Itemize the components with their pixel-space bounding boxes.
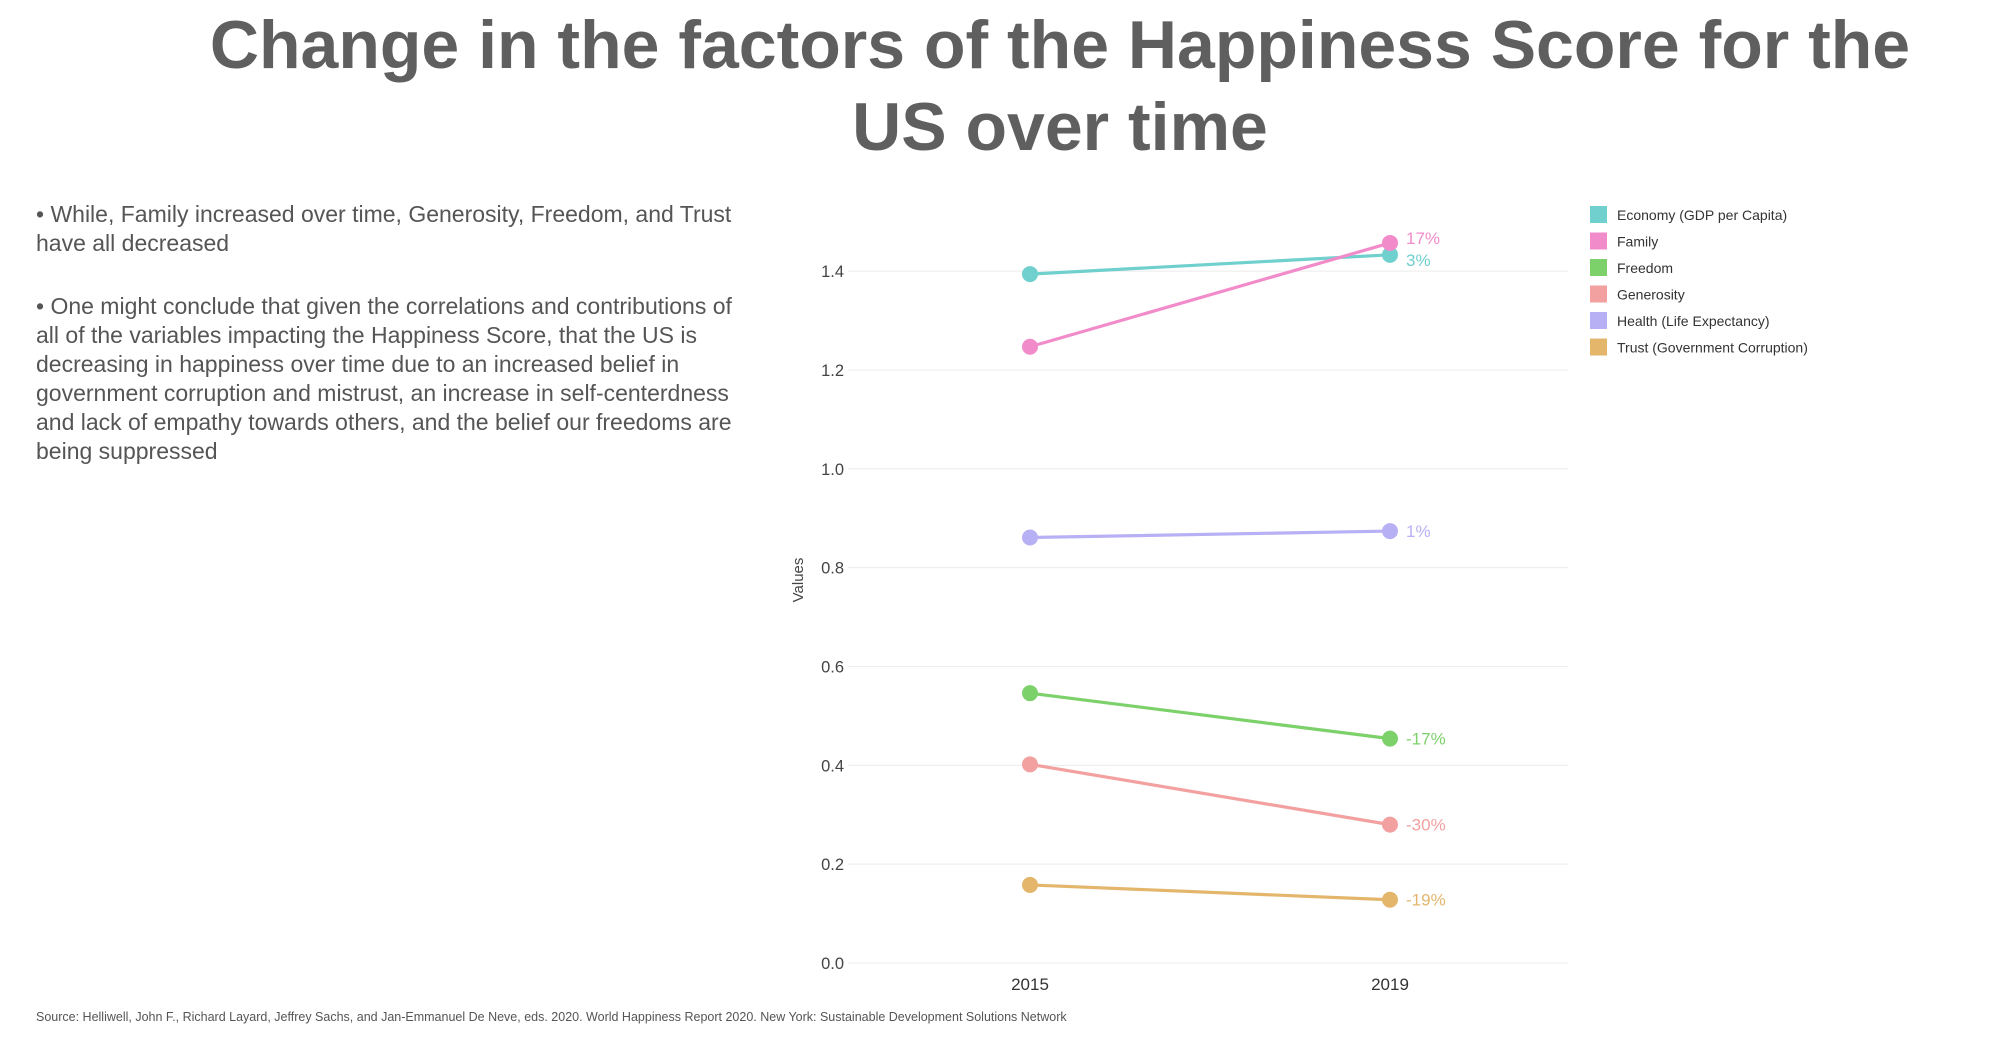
page-title-line1: Change in the factors of the Happiness S… — [209, 7, 1911, 83]
data-point — [1022, 876, 1038, 893]
legend-item: Trust (Government Corruption) — [1590, 338, 1808, 356]
series-line — [1028, 253, 1392, 276]
series-group: -19% — [1022, 876, 1446, 910]
series-group: 17% — [1022, 229, 1440, 355]
series-group: -17% — [1022, 685, 1446, 749]
series-line — [1028, 241, 1392, 349]
data-point — [1022, 338, 1038, 355]
series-group: 3% — [1022, 246, 1431, 283]
legend-label: Trust (Government Corruption) — [1617, 340, 1808, 356]
legend-label: Generosity — [1617, 287, 1685, 303]
legend-swatch — [1590, 206, 1607, 223]
bullet-item: • While, Family increased over time, Gen… — [36, 201, 732, 256]
change-label: -30% — [1406, 816, 1446, 835]
series-line — [1028, 883, 1392, 902]
legend-label: Health (Life Expectancy) — [1617, 313, 1770, 329]
legend-item: Health (Life Expectancy) — [1590, 312, 1770, 329]
y-tick-label: 1.4 — [821, 263, 844, 281]
legend: Economy (GDP per Capita) Family Freedom Gen… — [1590, 206, 1808, 356]
legend-swatch — [1590, 285, 1607, 303]
series-group: -30% — [1022, 756, 1446, 835]
data-point — [1022, 529, 1038, 546]
y-tick-label: 0.6 — [821, 658, 844, 676]
data-point — [1022, 756, 1038, 773]
legend-swatch — [1590, 259, 1607, 276]
source-citation: Source: Helliwell, John F., Richard Laya… — [36, 1010, 1067, 1024]
legend-item: Family — [1590, 232, 1658, 250]
legend-swatch — [1590, 338, 1607, 356]
page-title-line2: US over time — [852, 89, 1268, 165]
data-point — [1382, 523, 1398, 540]
y-tick-label: 1.2 — [821, 362, 844, 380]
y-tick-label: 0.0 — [821, 955, 844, 973]
legend-swatch — [1590, 232, 1607, 250]
bullet-list: • While, Family increased over time, Gen… — [36, 200, 736, 500]
y-tick-label: 1.0 — [821, 461, 844, 479]
y-tick-label: 0.4 — [821, 757, 844, 775]
series-line — [1028, 529, 1392, 540]
y-axis-label: Values — [790, 558, 807, 603]
change-label: -19% — [1406, 891, 1446, 910]
legend-item: Generosity — [1590, 285, 1685, 303]
change-label: 17% — [1406, 229, 1440, 248]
data-point — [1022, 685, 1038, 702]
series-line — [1028, 691, 1392, 741]
data-point — [1382, 816, 1398, 833]
legend-item: Freedom — [1590, 259, 1673, 276]
y-tick-label: 0.8 — [821, 560, 844, 578]
data-point — [1382, 730, 1398, 747]
change-label: 3% — [1406, 251, 1431, 270]
change-label: 1% — [1406, 522, 1431, 541]
legend-label: Family — [1617, 234, 1658, 250]
y-tick-label: 0.2 — [821, 856, 844, 874]
data-point — [1022, 266, 1038, 283]
bullet-item: • One might conclude that given the corr… — [36, 293, 732, 464]
axes: 0.0 0.2 0.4 0.6 0.8 1.0 1.2 1.4 2015 2019 Values — [790, 263, 1409, 994]
data-point — [1382, 246, 1398, 263]
series-group: 1% — [1022, 522, 1431, 546]
series-line — [1028, 762, 1392, 827]
change-label: -17% — [1406, 730, 1446, 749]
legend-label: Economy (GDP per Capita) — [1617, 207, 1787, 223]
legend-label: Freedom — [1617, 260, 1673, 276]
data-point — [1382, 234, 1398, 251]
legend-item: Economy (GDP per Capita) — [1590, 206, 1787, 223]
x-tick-label: 2019 — [1371, 975, 1409, 994]
data-point — [1382, 891, 1398, 908]
series: 3% 17% -17% -30% 1% -19% — [1022, 229, 1446, 910]
x-tick-label: 2015 — [1011, 975, 1049, 994]
grid-lines — [848, 270, 1568, 964]
legend-swatch — [1590, 312, 1607, 329]
